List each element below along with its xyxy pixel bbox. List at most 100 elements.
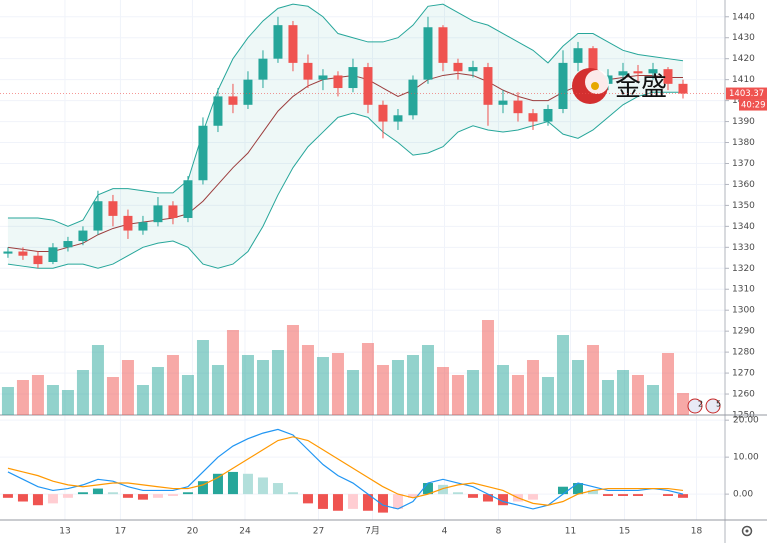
candle-body xyxy=(438,27,448,63)
macd-histogram-bar xyxy=(452,492,463,495)
volume-bar xyxy=(226,330,239,415)
macd-histogram-bar xyxy=(137,494,148,500)
candle-body xyxy=(498,100,508,105)
candle-body xyxy=(558,62,568,109)
volume-bar xyxy=(661,353,674,415)
volume-bar xyxy=(466,370,479,415)
macd-histogram-bar xyxy=(677,494,688,498)
macd-histogram-bar xyxy=(392,494,403,509)
volume-bar xyxy=(481,320,494,415)
x-tick-label: 13 xyxy=(59,527,70,537)
x-tick-label: 24 xyxy=(239,527,251,537)
volume-bar xyxy=(46,385,59,415)
volume-bar xyxy=(16,380,29,415)
candle-body xyxy=(393,115,403,122)
volume-bar xyxy=(556,335,569,415)
volume-bar xyxy=(31,375,44,415)
candle-body xyxy=(123,215,133,231)
macd-histogram-bar xyxy=(32,494,43,506)
candle-body xyxy=(663,69,673,84)
macd-histogram-bar xyxy=(467,494,478,498)
macd-histogram-bar xyxy=(422,483,433,495)
x-tick-label: 20 xyxy=(187,527,199,537)
macd-histogram-bar xyxy=(497,494,508,506)
y-tick-label: 1370 xyxy=(732,159,755,169)
macd-histogram-bar xyxy=(332,494,343,511)
y-tick-label: 1360 xyxy=(732,180,755,190)
candle-body xyxy=(153,205,163,223)
last-price-box xyxy=(726,87,767,100)
candle-body xyxy=(258,58,268,80)
event-marker-label: 2 xyxy=(698,400,703,409)
macd-histogram-bar xyxy=(242,473,253,495)
candle-body xyxy=(213,96,223,126)
macd-histogram-bar xyxy=(587,490,598,495)
macd-y-tick-label: 20.00 xyxy=(733,416,759,426)
candle-body xyxy=(138,222,148,231)
gear-center xyxy=(745,529,749,533)
macd-histogram-bar xyxy=(152,494,163,498)
y-tick-label: 1310 xyxy=(732,285,755,295)
volume-bar xyxy=(646,385,659,415)
candle-body xyxy=(573,48,583,63)
candle-body xyxy=(18,251,28,256)
candle-body xyxy=(468,67,478,72)
y-tick-label: 1350 xyxy=(732,201,755,211)
macd-histogram-bar xyxy=(167,494,178,496)
x-tick-label: 18 xyxy=(691,527,703,537)
macd-histogram-bar xyxy=(227,471,238,495)
y-tick-label: 1390 xyxy=(732,117,755,127)
macd-histogram-bar xyxy=(92,488,103,495)
volume-bar xyxy=(631,375,644,415)
volume-bar xyxy=(496,365,509,415)
volume-bar xyxy=(526,360,539,415)
bollinger-lower xyxy=(7,91,683,269)
candle-body xyxy=(378,104,388,122)
volume-bar xyxy=(181,375,194,415)
watermark-logo-dot xyxy=(591,82,599,90)
candle-body xyxy=(63,241,73,248)
candle-body xyxy=(288,25,298,63)
bollinger-upper xyxy=(7,3,684,227)
y-tick-label: 1290 xyxy=(732,327,755,337)
candle-body xyxy=(633,71,643,74)
candle-body xyxy=(303,62,313,80)
volume-bar xyxy=(451,375,464,415)
macd-histogram-bar xyxy=(212,473,223,495)
volume-bar xyxy=(316,357,329,415)
candle-body xyxy=(273,25,283,59)
volume-bar xyxy=(361,343,374,415)
macd-histogram-bar xyxy=(17,494,28,502)
candle-body xyxy=(513,100,523,114)
candle-body xyxy=(78,230,88,242)
macd-histogram-bar xyxy=(557,486,568,495)
x-tick-label: 15 xyxy=(619,527,630,537)
volume-bar xyxy=(421,345,434,415)
macd-histogram-bar xyxy=(2,494,13,498)
macd-histogram-bar xyxy=(362,494,373,511)
macd-histogram-bar xyxy=(47,494,58,504)
candle-body xyxy=(348,67,358,89)
volume-bar xyxy=(541,377,554,415)
y-tick-label: 1420 xyxy=(732,54,755,64)
macd-histogram-bar xyxy=(602,494,613,496)
x-tick-label: 17 xyxy=(115,527,126,537)
macd-histogram-bar xyxy=(482,494,493,502)
y-tick-label: 1330 xyxy=(732,243,755,253)
bollinger-middle xyxy=(7,72,683,253)
candle-body xyxy=(543,108,553,122)
y-tick-label: 1280 xyxy=(732,348,755,358)
macd-histogram-bar xyxy=(632,494,643,496)
candle-body xyxy=(198,125,208,181)
volume-bar xyxy=(301,345,314,415)
macd-histogram-bar xyxy=(107,492,118,495)
candle-body xyxy=(588,48,598,84)
macd-y-tick-label: 0.00 xyxy=(733,490,753,500)
candle-body xyxy=(168,205,178,218)
settings-icon[interactable] xyxy=(741,525,753,537)
y-tick-label: 1300 xyxy=(732,306,755,316)
candle-body xyxy=(228,96,238,105)
volume-bar xyxy=(166,355,179,415)
